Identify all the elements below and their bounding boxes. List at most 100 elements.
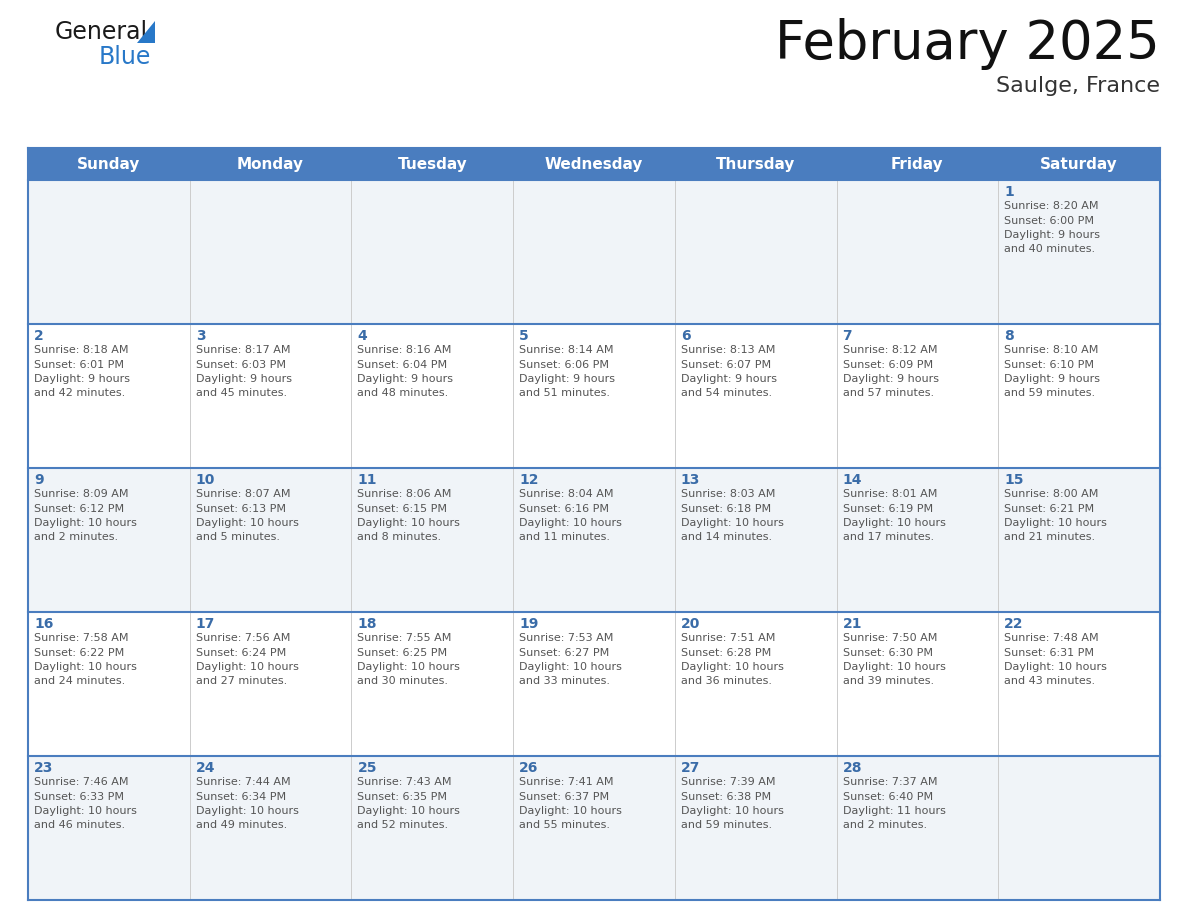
Text: Tuesday: Tuesday [398,156,467,172]
Text: Daylight: 10 hours: Daylight: 10 hours [842,518,946,528]
Bar [675,756,836,900]
Text: Daylight: 10 hours: Daylight: 10 hours [196,806,298,816]
Text: Thursday: Thursday [716,156,796,172]
Text: and 59 minutes.: and 59 minutes. [681,821,772,831]
Text: 19: 19 [519,617,538,631]
Text: 15: 15 [1004,473,1024,487]
Text: Sunset: 6:28 PM: Sunset: 6:28 PM [681,647,771,657]
Bar [836,324,998,468]
Text: 3: 3 [196,329,206,343]
Text: 14: 14 [842,473,862,487]
Text: Monday: Monday [238,156,304,172]
Text: Daylight: 10 hours: Daylight: 10 hours [842,662,946,672]
Text: Sunset: 6:04 PM: Sunset: 6:04 PM [358,360,448,370]
Text: Saturday: Saturday [1041,156,1118,172]
Text: Sunset: 6:25 PM: Sunset: 6:25 PM [358,647,448,657]
Text: Sunrise: 8:01 AM: Sunrise: 8:01 AM [842,489,937,499]
Bar [998,148,1159,180]
Text: February 2025: February 2025 [776,18,1159,70]
Bar [190,612,352,756]
Text: Sunrise: 7:43 AM: Sunrise: 7:43 AM [358,777,451,787]
Text: Daylight: 10 hours: Daylight: 10 hours [1004,518,1107,528]
Text: Daylight: 10 hours: Daylight: 10 hours [519,518,623,528]
Text: Sunrise: 8:13 AM: Sunrise: 8:13 AM [681,345,776,355]
Text: Sunrise: 8:06 AM: Sunrise: 8:06 AM [358,489,451,499]
Text: Sunset: 6:18 PM: Sunset: 6:18 PM [681,503,771,513]
Bar [836,148,998,180]
Text: Sunset: 6:38 PM: Sunset: 6:38 PM [681,791,771,801]
Bar [513,756,675,900]
Bar [675,148,836,180]
Text: Daylight: 10 hours: Daylight: 10 hours [196,518,298,528]
Text: 22: 22 [1004,617,1024,631]
Text: Sunset: 6:16 PM: Sunset: 6:16 PM [519,503,609,513]
Text: Sunset: 6:30 PM: Sunset: 6:30 PM [842,647,933,657]
Bar [998,324,1159,468]
Text: 11: 11 [358,473,377,487]
Text: Sunrise: 8:12 AM: Sunrise: 8:12 AM [842,345,937,355]
Text: 9: 9 [34,473,44,487]
Bar [836,468,998,612]
Text: Sunrise: 8:20 AM: Sunrise: 8:20 AM [1004,201,1099,211]
Text: and 52 minutes.: and 52 minutes. [358,821,449,831]
Text: and 59 minutes.: and 59 minutes. [1004,388,1095,398]
Bar [352,756,513,900]
Text: Daylight: 9 hours: Daylight: 9 hours [358,374,454,384]
Text: Sunrise: 8:00 AM: Sunrise: 8:00 AM [1004,489,1099,499]
Text: Sunrise: 8:16 AM: Sunrise: 8:16 AM [358,345,451,355]
Text: and 42 minutes.: and 42 minutes. [34,388,125,398]
Bar [513,148,675,180]
Text: 24: 24 [196,761,215,775]
Text: Sunset: 6:21 PM: Sunset: 6:21 PM [1004,503,1094,513]
Text: Sunset: 6:09 PM: Sunset: 6:09 PM [842,360,933,370]
Text: and 2 minutes.: and 2 minutes. [34,532,118,543]
Text: and 48 minutes.: and 48 minutes. [358,388,449,398]
Text: Daylight: 9 hours: Daylight: 9 hours [519,374,615,384]
Text: and 24 minutes.: and 24 minutes. [34,677,125,687]
Text: 10: 10 [196,473,215,487]
Text: 26: 26 [519,761,538,775]
Bar [190,756,352,900]
Text: Sunrise: 7:41 AM: Sunrise: 7:41 AM [519,777,614,787]
Text: Sunrise: 7:55 AM: Sunrise: 7:55 AM [358,633,451,643]
Text: and 17 minutes.: and 17 minutes. [842,532,934,543]
Text: and 43 minutes.: and 43 minutes. [1004,677,1095,687]
Bar [352,324,513,468]
Text: 7: 7 [842,329,852,343]
Text: Blue: Blue [99,45,151,69]
Text: Sunrise: 8:04 AM: Sunrise: 8:04 AM [519,489,614,499]
Text: Daylight: 9 hours: Daylight: 9 hours [196,374,292,384]
Text: Daylight: 10 hours: Daylight: 10 hours [1004,662,1107,672]
Text: Daylight: 10 hours: Daylight: 10 hours [681,806,784,816]
Text: Sunset: 6:19 PM: Sunset: 6:19 PM [842,503,933,513]
Text: 12: 12 [519,473,538,487]
Text: 20: 20 [681,617,700,631]
Text: 21: 21 [842,617,862,631]
Text: and 40 minutes.: and 40 minutes. [1004,244,1095,254]
Bar [190,468,352,612]
Text: and 46 minutes.: and 46 minutes. [34,821,125,831]
Text: Sunrise: 8:18 AM: Sunrise: 8:18 AM [34,345,128,355]
Bar [29,612,190,756]
Text: 18: 18 [358,617,377,631]
Text: Daylight: 11 hours: Daylight: 11 hours [842,806,946,816]
Text: Sunrise: 8:09 AM: Sunrise: 8:09 AM [34,489,128,499]
Text: Sunset: 6:01 PM: Sunset: 6:01 PM [34,360,124,370]
Text: Daylight: 10 hours: Daylight: 10 hours [34,806,137,816]
Text: Daylight: 10 hours: Daylight: 10 hours [681,518,784,528]
Bar [352,468,513,612]
Text: Saulge, France: Saulge, France [996,76,1159,96]
Text: and 51 minutes.: and 51 minutes. [519,388,611,398]
Text: Sunset: 6:40 PM: Sunset: 6:40 PM [842,791,933,801]
Text: Daylight: 10 hours: Daylight: 10 hours [34,662,137,672]
Text: and 49 minutes.: and 49 minutes. [196,821,287,831]
Text: Sunrise: 7:50 AM: Sunrise: 7:50 AM [842,633,937,643]
Text: Sunrise: 7:46 AM: Sunrise: 7:46 AM [34,777,128,787]
Bar [675,468,836,612]
Text: Sunrise: 7:39 AM: Sunrise: 7:39 AM [681,777,776,787]
Bar [675,612,836,756]
Bar [513,180,675,324]
Text: 8: 8 [1004,329,1015,343]
Bar [513,324,675,468]
Text: and 30 minutes.: and 30 minutes. [358,677,448,687]
